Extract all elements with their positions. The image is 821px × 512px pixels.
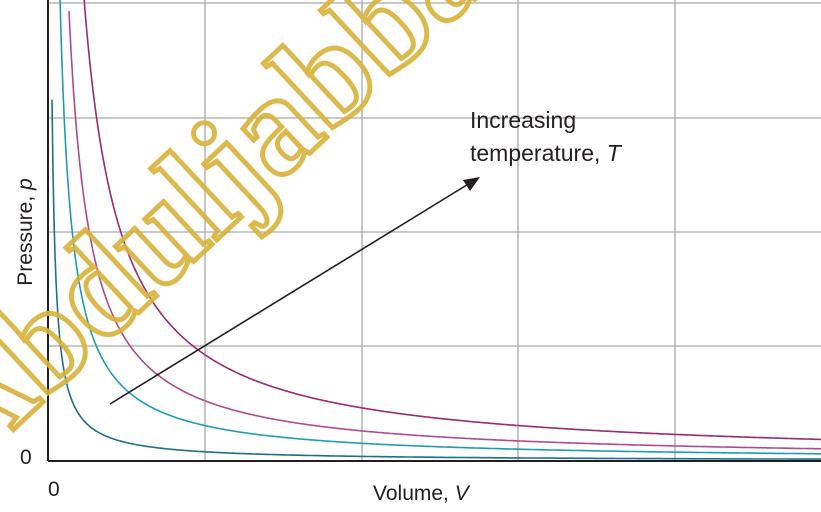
isotherm-curve-2	[59, 0, 821, 455]
x-tick-label-0: 0	[48, 478, 60, 501]
y-tick-label-0: 0	[20, 446, 32, 469]
isotherm-curves	[51, 0, 821, 460]
x-axis-label: Volume, V	[373, 482, 469, 505]
isotherm-curve-3	[68, 11, 821, 450]
isotherm-curve-1	[51, 99, 821, 460]
annotation-line-1: Increasing	[470, 107, 577, 133]
isotherm-curve-4	[83, 0, 821, 441]
grid-lines	[48, 0, 821, 461]
annotation-line-2: temperature, T	[470, 140, 621, 166]
y-axis-label: Pressure, p	[14, 178, 37, 286]
temperature-arrow	[109, 177, 480, 405]
temperature-annotation: Increasing temperature, T	[470, 104, 621, 170]
